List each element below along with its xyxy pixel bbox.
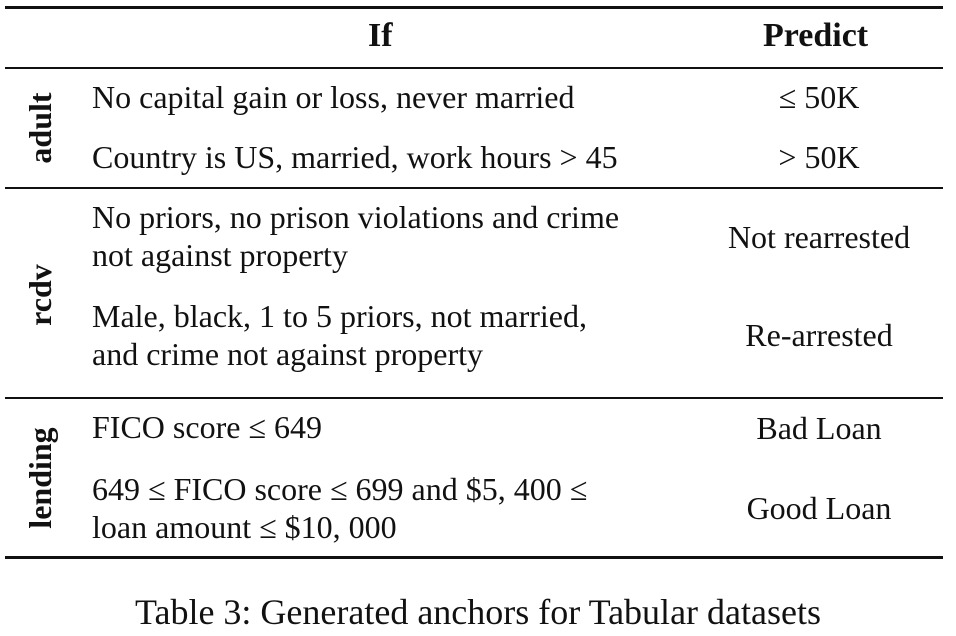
header-if: If — [368, 17, 393, 54]
predict-cell: ≤ 50K — [778, 79, 860, 115]
condition-line: 649 ≤ FICO score ≤ 699 and $5, 400 ≤ — [92, 471, 588, 507]
predict-cell: Bad Loan — [756, 410, 882, 446]
condition-line: Male, black, 1 to 5 priors, not married, — [92, 298, 587, 334]
predict-cell: > 50K — [778, 139, 860, 175]
predict-cell: Re-arrested — [745, 317, 893, 353]
condition-cell: No capital gain or loss, never married — [92, 79, 575, 115]
header-rule — [5, 67, 943, 69]
condition-cell: Country is US, married, work hours > 45 — [92, 139, 618, 175]
table-top-rule — [5, 6, 943, 9]
group-rule-adult-rcdv — [5, 187, 943, 189]
predict-cell: Good Loan — [746, 490, 892, 526]
table-caption: Table 3: Generated anchors for Tabular d… — [134, 592, 821, 632]
group-rule-rcdv-lending — [5, 397, 943, 399]
condition-cell: Male, black, 1 to 5 priors, not married,… — [92, 297, 587, 373]
condition-line: and crime not against property — [92, 336, 483, 372]
condition-line: not against property — [92, 237, 348, 273]
dataset-label-adult: adult — [22, 92, 58, 164]
predict-cell: Not rearrested — [727, 219, 911, 255]
condition-line: No priors, no prison violations and crim… — [92, 199, 620, 235]
condition-line: loan amount ≤ $10, 000 — [92, 509, 397, 545]
condition-cell: 649 ≤ FICO score ≤ 699 and $5, 400 ≤ loa… — [92, 470, 587, 546]
condition-cell: FICO score ≤ 649 — [92, 409, 322, 445]
dataset-label-rcdv: rcdv — [22, 264, 58, 326]
table-bottom-rule — [5, 556, 943, 559]
dataset-label-lending: lending — [22, 427, 58, 529]
header-predict: Predict — [763, 17, 869, 54]
condition-cell: No priors, no prison violations and crim… — [92, 198, 619, 274]
